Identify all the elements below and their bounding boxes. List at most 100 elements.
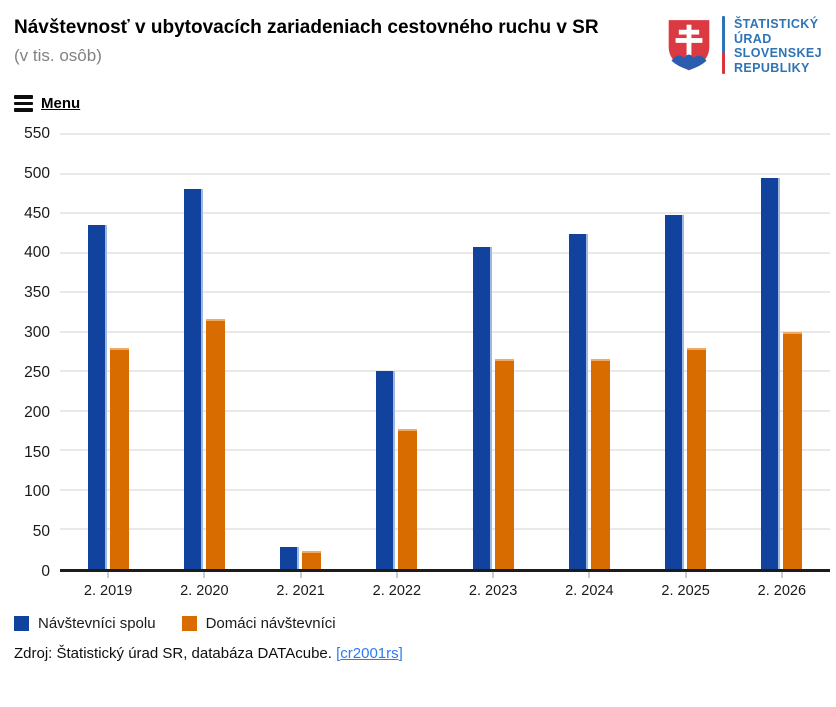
logo-text-line: ŠTATISTICKÝ — [733, 17, 819, 31]
x-tick — [299, 572, 302, 578]
y-tick-label: 50 — [32, 523, 50, 541]
x-labels: 2. 2019 2. 2020 2. 2021 2. 2022 2. 2023 2. 20… — [60, 583, 830, 599]
bar-group — [541, 134, 637, 569]
legend-label: Návštevníci spolu — [38, 615, 156, 632]
bar-domestic-22019 — [109, 347, 129, 569]
y-tick-label: 500 — [24, 164, 50, 182]
statistical-office-logo: ŠTATISTICKÝ ÚRAD SLOVENSKEJ REPUBLIKY — [665, 16, 822, 75]
source-text: Zdroj: Štatistický úrad SR, databáza DAT… — [14, 645, 830, 662]
x-tick — [780, 572, 783, 578]
bar-total-22025 — [665, 214, 685, 569]
page-subtitle: (v tis. osôb) — [14, 45, 102, 65]
grid-layer — [60, 133, 830, 569]
y-tick-label: 400 — [24, 244, 50, 262]
bar-total-22024 — [568, 233, 588, 569]
gridline — [60, 291, 830, 294]
gridline — [60, 330, 830, 333]
y-tick-label: 150 — [24, 443, 50, 461]
bar-group — [734, 134, 830, 569]
gridline — [60, 528, 830, 531]
bar-group — [253, 134, 349, 569]
slovak-coat-of-arms-icon — [668, 20, 710, 71]
bar-group — [156, 134, 252, 569]
gridline — [60, 133, 830, 135]
y-tick-label: 550 — [24, 125, 50, 142]
title-block: Návštevnosť v ubytovacích zariadeniach c… — [14, 14, 599, 67]
x-tick — [492, 572, 495, 578]
x-axis: 2. 2019 2. 2020 2. 2021 2. 2022 2. 2023 2. 20… — [14, 572, 830, 599]
bar-total-22019 — [87, 224, 107, 569]
legend-label: Domáci návštevníci — [205, 615, 336, 632]
legend-item: Domáci návštevníci — [181, 615, 336, 632]
logo-text-line: ÚRAD — [733, 31, 772, 46]
bar-group — [445, 134, 541, 569]
bar-group — [60, 134, 156, 569]
gridline — [60, 251, 830, 254]
x-label: 2. 2019 — [83, 583, 133, 599]
bar-domestic-22024 — [590, 359, 610, 569]
bar-total-22022 — [376, 371, 396, 569]
x-label: 2. 2020 — [180, 583, 229, 599]
gridline — [60, 172, 830, 175]
hamburger-icon[interactable] — [14, 95, 33, 112]
y-tick-label: 0 — [41, 563, 50, 580]
x-label: 2. 2024 — [565, 583, 614, 599]
y-tick-label: 300 — [24, 324, 50, 342]
bar-total-22021 — [280, 546, 300, 569]
bar-group — [638, 134, 734, 569]
x-tick — [395, 572, 398, 578]
legend: Návštevníci spolu Domáci návštevníci — [14, 615, 830, 632]
bar-domestic-22023 — [494, 359, 514, 569]
source-link[interactable]: [cr2001rs] — [336, 645, 403, 662]
visitors-bar-chart: 0 50 100 150 200 250 300 350 400 450 500 550 2. 201… — [14, 125, 830, 599]
y-tick-label: 100 — [24, 483, 50, 501]
source-link-bracket: ] — [398, 645, 403, 662]
x-ticks — [60, 572, 830, 579]
source-prefix: Zdroj: Štatistický úrad SR, databáza DAT… — [14, 645, 337, 662]
bar-domestic-22020 — [205, 319, 225, 569]
source-link-text: cr2001rs — [340, 645, 399, 662]
x-tick — [203, 572, 206, 578]
x-label: 2. 2023 — [468, 583, 518, 599]
y-tick-label: 200 — [24, 403, 50, 421]
bar-group — [349, 134, 445, 569]
logo-divider — [721, 16, 725, 74]
bar-domestic-22022 — [398, 429, 418, 569]
logo-text-line: SLOVENSKEJ — [733, 46, 822, 60]
x-label: 2. 2025 — [661, 583, 710, 599]
x-label: 2. 2026 — [757, 583, 807, 599]
bar-total-22023 — [472, 247, 492, 569]
x-tick — [684, 572, 687, 578]
y-tick-label: 450 — [24, 204, 50, 222]
menu-link[interactable]: Menu — [41, 95, 81, 112]
y-tick-label: 350 — [24, 284, 50, 302]
bars-layer — [60, 134, 830, 569]
gridline — [60, 449, 830, 452]
bar-domestic-22025 — [687, 347, 707, 569]
legend-swatch — [181, 616, 197, 631]
x-tick — [107, 572, 110, 578]
y-axis: 0 50 100 150 200 250 300 350 400 450 500 550 — [14, 125, 60, 580]
legend-swatch — [14, 616, 29, 631]
bar-total-22020 — [183, 188, 203, 569]
header: Návštevnosť v ubytovacích zariadeniach c… — [14, 14, 830, 75]
bar-domestic-22021 — [302, 550, 322, 569]
bar-total-22026 — [761, 177, 781, 569]
gridline — [60, 370, 830, 373]
source-link-bracket: [ — [336, 645, 341, 662]
x-label: 2. 2022 — [372, 583, 422, 599]
gridline — [60, 409, 830, 412]
legend-item: Návštevníci spolu — [14, 615, 156, 632]
logo-text-line: REPUBLIKY — [733, 60, 810, 75]
x-label: 2. 2021 — [276, 583, 325, 599]
plot-area — [60, 133, 830, 572]
gridline — [60, 488, 830, 491]
y-tick-label: 250 — [24, 363, 50, 381]
x-tick — [588, 572, 591, 578]
gridline — [60, 212, 830, 215]
bar-domestic-22026 — [783, 331, 803, 569]
menu-row: Menu — [14, 95, 830, 112]
logo-text: ŠTATISTICKÝ ÚRAD SLOVENSKEJ REPUBLIKY — [734, 16, 822, 75]
page-title: Návštevnosť v ubytovacích zariadeniach c… — [14, 17, 599, 38]
